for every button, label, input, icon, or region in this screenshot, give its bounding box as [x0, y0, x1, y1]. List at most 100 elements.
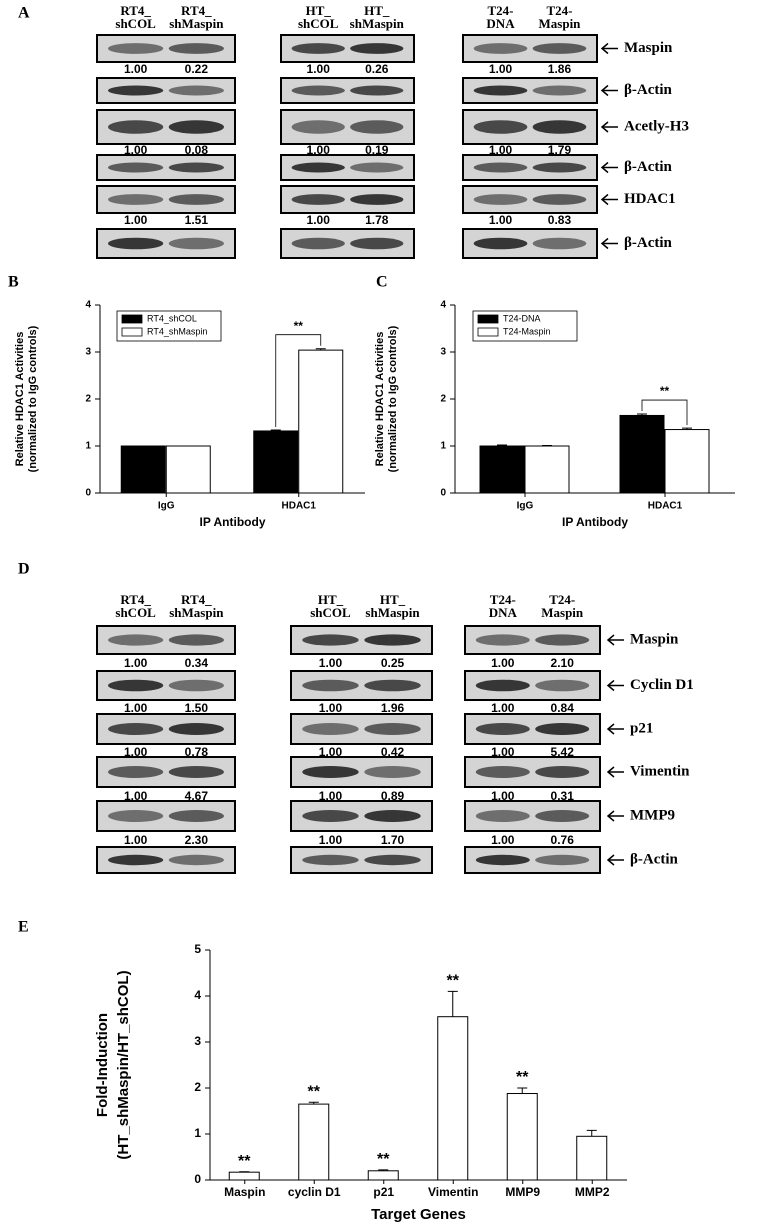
band: [168, 120, 224, 134]
quant-value: 0.26: [365, 62, 389, 76]
y-tick-label: 2: [440, 394, 446, 405]
bar: [479, 445, 525, 494]
band: [473, 237, 528, 250]
error-bar: [682, 427, 692, 430]
quant-value: 0.89: [381, 789, 405, 803]
y-tick-label: 4: [194, 988, 201, 1002]
lane-label: T24-: [488, 3, 514, 18]
lane-label: T24-: [490, 592, 516, 607]
quant-value: 1.00: [489, 143, 513, 157]
band: [535, 723, 590, 735]
band: [475, 634, 530, 646]
row-label: β-Actin: [624, 159, 673, 175]
band: [168, 810, 224, 822]
band: [532, 162, 587, 173]
band: [473, 162, 528, 173]
bar: [120, 445, 166, 494]
band: [168, 43, 224, 54]
significance: **: [447, 973, 460, 990]
band: [168, 194, 224, 205]
bar: [298, 1103, 330, 1181]
legend-label: T24-Maspin: [503, 326, 551, 336]
significance: **: [308, 1083, 321, 1100]
quant-value: 1.00: [319, 656, 343, 670]
y-tick-label: 4: [85, 300, 91, 311]
y-tick-label: 3: [85, 347, 91, 358]
band: [364, 634, 421, 646]
band: [291, 85, 345, 96]
error-bar: [270, 429, 281, 431]
band: [364, 810, 421, 822]
y-axis-label: Relative HDAC1 Activities: [14, 332, 26, 467]
band: [532, 43, 587, 54]
lane-label: shMaspin: [365, 605, 420, 620]
band: [473, 120, 528, 134]
band: [364, 723, 421, 735]
band: [302, 634, 359, 646]
significance-bracket: [275, 334, 322, 428]
band: [168, 162, 224, 173]
row-label: Maspin: [624, 40, 673, 56]
x-tick-label: HDAC1: [282, 501, 317, 512]
lane-label: DNA: [486, 16, 515, 31]
quant-value: 1.00: [491, 656, 515, 670]
quant-value: 1.00: [124, 213, 148, 227]
band: [291, 120, 345, 134]
error-bar: [497, 444, 507, 446]
band: [535, 679, 590, 692]
bar: [165, 445, 211, 494]
lane-label: shCOL: [298, 16, 339, 31]
arrow-head: [606, 679, 615, 692]
x-axis-label: IP Antibody: [562, 515, 628, 529]
significance: **: [294, 319, 304, 333]
lane-label: HT_: [306, 3, 332, 18]
lane-label: RT4_: [120, 3, 151, 18]
band: [302, 854, 359, 866]
x-tick-label: HDAC1: [648, 501, 683, 512]
bar: [506, 1093, 538, 1181]
lane-label: shMaspin: [350, 16, 405, 31]
row-label: β-Actin: [624, 82, 673, 98]
bar: [576, 1135, 608, 1181]
y-tick-label: 3: [194, 1034, 201, 1048]
bar: [367, 1170, 399, 1181]
bar: [298, 349, 344, 494]
lane-label: T24-: [546, 3, 572, 18]
y-axis-label: Relative HDAC1 Activities: [374, 332, 386, 467]
arrow-head: [600, 237, 609, 250]
arrow-head: [600, 42, 609, 55]
quant-value: 0.34: [185, 656, 209, 670]
quant-value: 1.00: [319, 701, 343, 715]
band: [475, 766, 530, 778]
lane-label: shMaspin: [169, 605, 224, 620]
lane-label: T24-: [549, 592, 575, 607]
arrow-head: [606, 810, 615, 822]
quant-value: 1.96: [381, 701, 405, 715]
lane-label: Maspin: [541, 605, 584, 620]
quant-value: 1.00: [489, 62, 513, 76]
significance-bracket: [641, 399, 688, 426]
row-label: Maspin: [630, 631, 679, 647]
band: [168, 854, 224, 866]
x-tick-label: IgG: [517, 501, 534, 512]
legend-swatch: [121, 314, 143, 324]
x-tick-label: Maspin: [224, 1185, 265, 1199]
band: [350, 120, 404, 134]
quant-value: 1.51: [185, 213, 209, 227]
band: [535, 766, 590, 778]
lane-label: shCOL: [115, 605, 156, 620]
band: [302, 766, 359, 778]
y-tick-label: 0: [194, 1172, 201, 1186]
quant-value: 1.00: [489, 213, 513, 227]
quant-value: 0.08: [185, 143, 209, 157]
quant-value: 0.19: [365, 143, 389, 157]
bar: [253, 430, 299, 494]
arrow-head: [606, 854, 615, 866]
band: [350, 194, 404, 205]
quant-value: 1.00: [491, 833, 515, 847]
lane-label: Maspin: [539, 16, 582, 31]
quant-value: 1.00: [319, 833, 343, 847]
error-bar: [308, 1101, 319, 1105]
quant-value: 1.00: [124, 656, 148, 670]
